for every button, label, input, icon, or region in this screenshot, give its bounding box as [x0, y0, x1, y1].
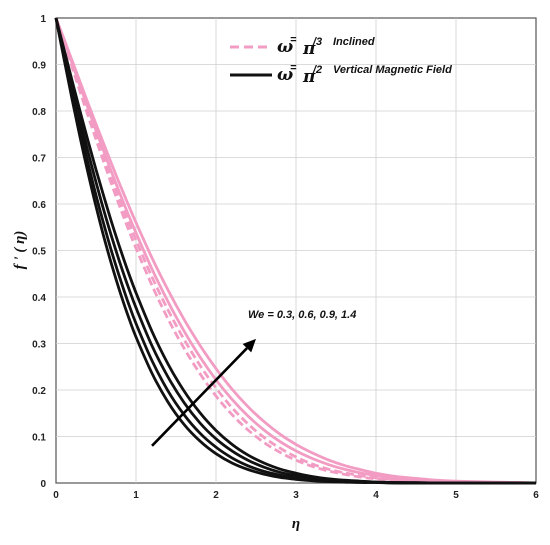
- legend-pi-symbol: π: [302, 39, 316, 59]
- increase-arrow: [151, 347, 248, 447]
- legend-fraction: /3: [312, 36, 322, 48]
- arrow-head: [242, 338, 256, 353]
- legend-equals: =: [290, 62, 297, 74]
- legend-equals: =: [290, 34, 297, 46]
- y-tick-label: 0: [40, 479, 46, 490]
- y-tick-label: 0.2: [32, 386, 46, 397]
- x-tick-label: 2: [213, 490, 219, 501]
- grid: [56, 18, 536, 483]
- we-values-label: We = 0.3, 0.6, 0.9, 1.4: [248, 309, 356, 321]
- legend-label-inclined: Inclined: [333, 36, 375, 48]
- x-axis-title: η: [292, 516, 300, 532]
- legend-omega-symbol: ω: [277, 37, 293, 57]
- series-lines: [54, 17, 537, 485]
- tick-labels: 0 1 2 3 4 5 6 0 0.1 0.2 0.3 0.4 0.5 0.6 0.7 0.8 0.9 1: [32, 14, 539, 501]
- series-line-inclined-we-1-4: [54, 17, 537, 485]
- y-tick-label: 0.1: [32, 433, 46, 444]
- x-tick-label: 3: [293, 490, 299, 501]
- y-tick-label: 1: [40, 14, 46, 25]
- legend: ω = π /3 Inclined ω = π /2 Vertical Magn…: [230, 34, 452, 87]
- series-line-vertical-we-1-4: [54, 17, 536, 485]
- y-tick-label: 0.5: [32, 247, 46, 258]
- series-line-inclined-we-0-3: [54, 17, 537, 485]
- x-tick-label: 5: [453, 490, 459, 501]
- y-tick-label: 0.6: [32, 200, 46, 211]
- legend-fraction: /2: [312, 64, 322, 76]
- legend-pi-symbol: π: [302, 67, 316, 87]
- y-tick-label: 0.8: [32, 107, 46, 118]
- y-tick-label: 0.4: [32, 293, 46, 304]
- y-tick-label: 0.3: [32, 340, 46, 351]
- x-tick-label: 6: [533, 490, 539, 501]
- y-tick-label: 0.9: [32, 61, 46, 72]
- x-tick-label: 0: [53, 490, 59, 501]
- legend-label-vertical: Vertical Magnetic Field: [333, 64, 452, 76]
- y-axis-title: f ' ( η): [12, 231, 28, 270]
- we-annotation: We = 0.3, 0.6, 0.9, 1.4: [151, 309, 356, 447]
- legend-omega-symbol: ω: [277, 65, 293, 85]
- y-tick-label: 0.7: [32, 154, 46, 165]
- x-tick-label: 1: [133, 490, 139, 501]
- x-tick-label: 4: [373, 490, 379, 501]
